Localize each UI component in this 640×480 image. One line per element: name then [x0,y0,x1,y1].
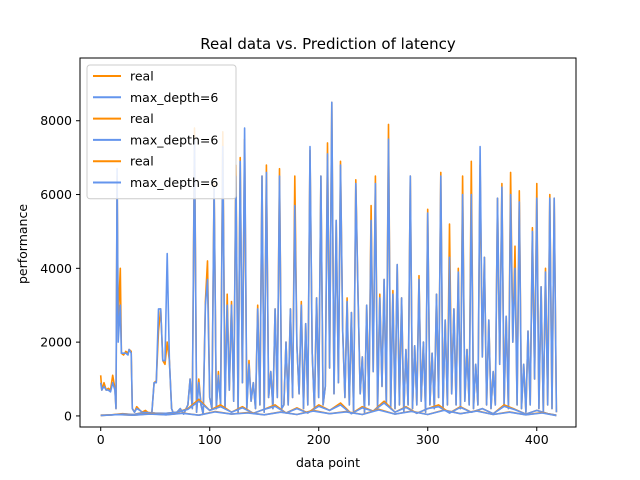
legend-label: max_depth=6 [130,175,218,190]
axes-frame [79,57,577,428]
legend-label: max_depth=6 [130,132,218,147]
y-tick-label: 2000 [40,335,72,350]
series-line-4 [100,400,557,416]
legend: realmax_depth=6realmax_depth=6realmax_de… [86,64,237,200]
legend-label: real [130,154,154,169]
y-axis-label: performance [15,204,30,284]
series-line-2 [99,101,558,415]
x-axis: 0 100 200 300 400 [97,427,549,447]
legend-label: real [130,69,154,84]
y-tick-label: 0 [64,408,72,423]
x-tick-label: 200 [307,432,331,447]
x-tick-label: 100 [198,432,222,447]
x-tick-label: 300 [416,432,440,447]
series-line-6 [100,409,557,417]
chart-title: Real data vs. Prediction of latency [200,35,456,53]
y-tick-label: 4000 [40,261,72,276]
y-axis: 0 2000 4000 6000 8000 [40,113,80,423]
legend-box [86,64,237,200]
legend-label: max_depth=6 [130,90,218,105]
x-tick-label: 0 [97,432,105,447]
x-axis-label: data point [296,455,360,470]
y-tick-label: 8000 [40,113,72,128]
legend-label: real [130,111,154,126]
y-tick-label: 6000 [40,187,72,202]
x-tick-label: 400 [525,432,549,447]
plot-lines [99,101,558,417]
